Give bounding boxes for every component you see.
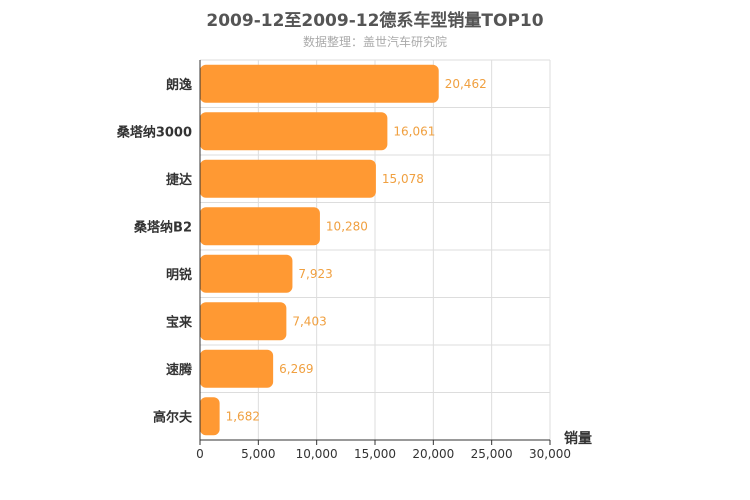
data-label: 7,403 (292, 314, 326, 328)
bar-7 (200, 397, 220, 436)
category-label: 高尔夫 (153, 409, 193, 425)
category-label: 宝来 (166, 314, 193, 330)
bar-6 (200, 349, 274, 388)
data-label: 1,682 (226, 409, 260, 423)
bar-5 (200, 302, 287, 341)
category-label: 速腾 (166, 362, 193, 378)
data-label: 16,061 (393, 124, 435, 138)
bar-0 (200, 64, 439, 103)
bar-3 (200, 207, 320, 246)
x-tick-label: 0 (196, 447, 204, 461)
x-axis-title: 销量 (564, 430, 592, 447)
category-label: 桑塔纳3000 (116, 124, 192, 140)
bar-1 (200, 112, 388, 151)
x-tick-label: 20,000 (412, 447, 454, 461)
x-tick-label: 15,000 (354, 447, 396, 461)
x-tick-label: 30,000 (529, 447, 571, 461)
data-label: 7,923 (298, 267, 332, 281)
bar-2 (200, 159, 376, 198)
data-label: 6,269 (279, 362, 313, 376)
category-label: 捷达 (166, 172, 192, 188)
x-tick-label: 5,000 (241, 447, 275, 461)
x-tick-label: 10,000 (296, 447, 338, 461)
x-tick-label: 25,000 (471, 447, 513, 461)
category-label: 朗逸 (166, 77, 192, 93)
chart-title: 2009-12至2009-12德系车型销量TOP10 (206, 11, 544, 31)
data-label: 20,462 (445, 77, 487, 91)
category-label: 桑塔纳B2 (133, 219, 192, 235)
category-label: 明锐 (166, 267, 192, 283)
bar-4 (200, 254, 293, 293)
data-label: 10,280 (326, 219, 368, 233)
data-label: 15,078 (382, 172, 424, 186)
chart-subtitle: 数据整理：盖世汽车研究院 (302, 35, 447, 49)
